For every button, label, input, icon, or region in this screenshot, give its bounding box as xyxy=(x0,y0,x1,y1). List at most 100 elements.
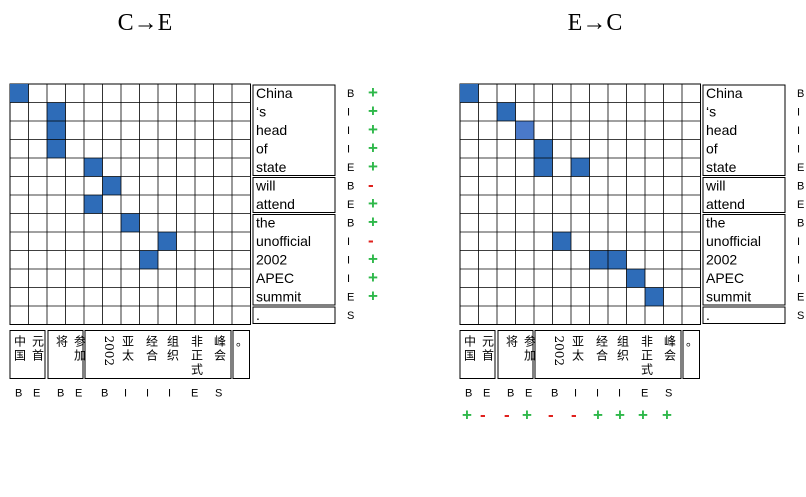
english-word: will xyxy=(255,178,275,194)
english-tag-label: I xyxy=(347,236,350,248)
chinese-token: 首 xyxy=(32,349,44,363)
english-tag-label: E xyxy=(797,162,804,174)
english-tag-label: S xyxy=(347,310,354,322)
aligned-cell xyxy=(571,158,590,177)
chinese-token: 正 xyxy=(191,349,203,363)
chinese-token: 加 xyxy=(524,349,536,363)
minus-mark: - xyxy=(571,406,577,425)
english-word: ‘s xyxy=(706,104,716,120)
english-tag-label: B xyxy=(797,218,804,230)
chinese-tag-label: E xyxy=(641,388,648,400)
english-tag-label: B xyxy=(347,181,354,193)
plus-mark: + xyxy=(368,120,378,139)
chinese-tag-label: B xyxy=(15,388,22,400)
english-word: state xyxy=(706,159,737,175)
chinese-token: 织 xyxy=(617,349,629,363)
english-word: head xyxy=(706,122,737,138)
english-tag-label: I xyxy=(797,236,800,248)
aligned-cell xyxy=(47,121,66,140)
panel-title: C→E xyxy=(118,10,173,36)
aligned-cell xyxy=(645,287,664,306)
aligned-cell xyxy=(139,250,158,269)
english-word: the xyxy=(256,215,276,231)
english-word: 2002 xyxy=(256,252,287,268)
english-chunk-box xyxy=(702,214,786,306)
english-chunk-box xyxy=(252,214,336,306)
alignment-grid xyxy=(459,83,701,325)
plus-mark: + xyxy=(368,139,378,158)
panel-e-to-c: E→C China ‘s head of state will attend the unoffi… xyxy=(459,10,804,425)
chinese-token: 将 xyxy=(56,335,68,349)
chinese-token: 中 xyxy=(464,334,476,349)
english-word: unofficial xyxy=(706,233,761,249)
english-word: China xyxy=(706,85,743,101)
chinese-tag-label: I xyxy=(124,388,127,400)
chinese-chunk-box xyxy=(497,330,534,379)
english-tag-label: I xyxy=(347,144,350,156)
chinese-chunk-box xyxy=(534,330,682,379)
chinese-token: 国 xyxy=(464,349,476,363)
chinese-tag-label: S xyxy=(665,388,672,400)
chinese-token: 。 xyxy=(236,335,248,349)
chinese-token: 合 xyxy=(596,348,608,363)
english-word: attend xyxy=(256,196,295,212)
english-tag-label: B xyxy=(797,88,804,100)
english-word: will xyxy=(705,178,725,194)
english-word: 2002 xyxy=(706,252,737,268)
chinese-token: 元 xyxy=(32,335,44,349)
english-word: APEC xyxy=(256,270,294,286)
chinese-tag-label: I xyxy=(168,388,171,400)
plus-mark: + xyxy=(368,157,378,176)
chinese-token: 国 xyxy=(14,349,26,363)
chinese-token: 太 xyxy=(572,348,584,363)
chinese-tag-label: S xyxy=(215,388,222,400)
chinese-chunk-box xyxy=(9,330,46,379)
chinese-chunk-box xyxy=(682,330,700,379)
plus-mark: + xyxy=(368,83,378,102)
chinese-chunk-box xyxy=(459,330,496,379)
chinese-token: 经 xyxy=(146,335,158,349)
aligned-cell xyxy=(84,195,103,214)
chinese-token: 峰 xyxy=(664,335,676,349)
plus-mark: + xyxy=(662,406,672,425)
english-chunk-box xyxy=(702,84,786,176)
chinese-tag-label: I xyxy=(574,388,577,400)
chinese-token: 太 xyxy=(122,348,134,363)
chinese-token: 正 xyxy=(641,349,653,363)
english-chunk-box xyxy=(252,84,336,176)
english-word: state xyxy=(256,159,287,175)
english-tag-label: I xyxy=(797,273,800,285)
chinese-chunk-box xyxy=(84,330,232,379)
english-tag-label: I xyxy=(797,144,800,156)
chinese-token: 峰 xyxy=(214,335,226,349)
chinese-token: 会 xyxy=(664,349,676,363)
plus-mark: + xyxy=(368,268,378,287)
chinese-token: 。 xyxy=(686,335,698,349)
alignment-grid xyxy=(9,83,251,325)
chinese-token: 非 xyxy=(641,335,653,349)
english-tag-label: I xyxy=(797,107,800,119)
english-tag-label: E xyxy=(347,162,354,174)
english-word: . xyxy=(256,307,260,323)
english-tag-label: I xyxy=(797,125,800,137)
minus-mark: - xyxy=(480,406,486,425)
english-word: of xyxy=(256,141,268,157)
aligned-cell xyxy=(102,176,121,195)
english-tag-label: E xyxy=(797,199,804,211)
chinese-tag-label: I xyxy=(618,388,621,400)
chinese-chunk-box xyxy=(47,330,84,379)
english-chunk-box xyxy=(702,306,786,324)
plus-mark: + xyxy=(462,406,472,425)
chinese-tag-label: B xyxy=(507,388,514,400)
english-word: China xyxy=(256,85,293,101)
english-tag-label: B xyxy=(347,88,354,100)
aligned-cell xyxy=(626,269,645,288)
english-tag-label: I xyxy=(347,107,350,119)
aligned-cell xyxy=(497,102,516,121)
chinese-token: 经 xyxy=(596,335,608,349)
plus-mark: + xyxy=(368,287,378,306)
chinese-token: 式 xyxy=(191,363,203,377)
aligned-cell xyxy=(589,250,608,269)
plus-mark: + xyxy=(593,406,603,425)
